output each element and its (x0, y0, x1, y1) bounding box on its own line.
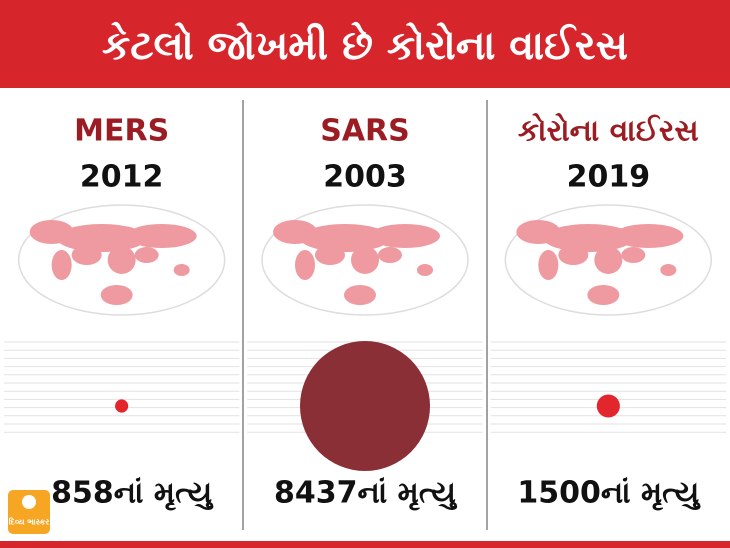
map-region (660, 264, 677, 276)
disease-name: SARS (320, 114, 410, 149)
map-region (56, 224, 147, 252)
logo-sun (22, 495, 36, 509)
death-label: 8437નાં મૃત્યુ (274, 476, 457, 511)
map-region (378, 247, 402, 263)
title: કેટલો જોખમી છે કોરોના વાઈરસ (102, 22, 628, 69)
map-region (621, 247, 646, 263)
map-region (344, 285, 376, 305)
death-label: 858નાં મૃત્યુ (51, 476, 214, 511)
bubble (596, 394, 620, 418)
map-region (300, 224, 390, 252)
map-region (587, 285, 620, 305)
map-region (295, 250, 315, 280)
bottom-bar (0, 541, 730, 548)
map-region (594, 246, 623, 274)
world-map (17, 204, 226, 316)
map-region (126, 224, 197, 248)
map-region (543, 224, 634, 252)
map-region (107, 246, 136, 274)
map-region (315, 245, 345, 265)
map-region (134, 247, 159, 263)
map-region (351, 246, 379, 274)
map-region (558, 245, 589, 265)
logo-box (8, 490, 50, 534)
map-region (538, 250, 559, 280)
world-map (261, 204, 469, 316)
map-region (370, 224, 440, 248)
map-region (173, 264, 190, 276)
year: 2003 (323, 160, 407, 195)
world-map (504, 204, 713, 316)
disease-name: કોરોના વાઈરસ (518, 113, 699, 149)
map-region (51, 250, 72, 280)
bubble (115, 399, 129, 413)
bubble (300, 341, 430, 471)
map-region (100, 285, 133, 305)
map-region (613, 224, 684, 248)
map-region (71, 245, 102, 265)
map-region (417, 264, 433, 276)
year: 2019 (567, 160, 651, 195)
disease-name: MERS (74, 114, 169, 149)
title-banner (0, 0, 730, 88)
death-label: 1500નાં મૃત્યુ (517, 476, 700, 511)
logo-text: દિવ્ય ભાસ્કર (9, 516, 51, 527)
logo: દિવ્ય ભાસ્કર (8, 490, 50, 534)
year: 2012 (80, 160, 164, 195)
